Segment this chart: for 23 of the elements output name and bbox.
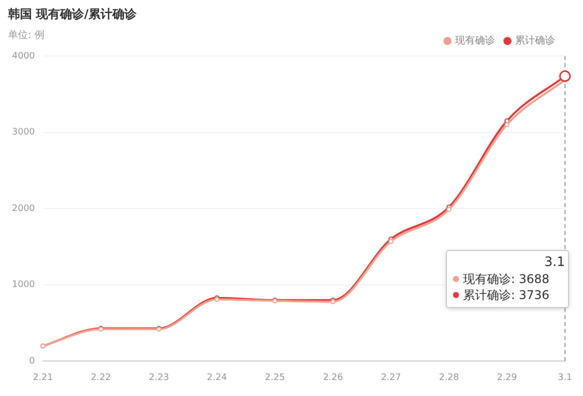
legend-label: 累计确诊: [515, 34, 555, 47]
y-tick-label: 1000: [12, 280, 36, 290]
x-tick-label: 2.21: [32, 372, 53, 383]
annotation: 现有确诊: 3688: [463, 271, 550, 287]
x-tick-label: 2.25: [264, 372, 285, 383]
y-tick-label: 2000: [12, 204, 36, 214]
ref-line-label: 3.1: [543, 255, 565, 271]
point: [504, 122, 510, 128]
x-tick-label: 2.26: [322, 372, 344, 383]
x-tick-label: 2.23: [148, 372, 169, 383]
legend-label: 现有确诊: [455, 34, 495, 47]
x-tick-label: 2.22: [90, 372, 111, 383]
x-tick-label: 2.27: [380, 372, 401, 383]
chart-title: 韩国 现有确诊/累计确诊: [8, 6, 137, 23]
x-tick-label: 2.29: [496, 372, 518, 383]
y-tick-label: 0: [29, 356, 36, 367]
y-tick-label: 4000: [12, 51, 36, 62]
x-tick-label: 2.28: [438, 372, 460, 383]
x-tick-label: 2.24: [206, 372, 228, 383]
y-axis-title: 单位: 例: [8, 28, 45, 42]
x-tick-label: 3.1: [558, 372, 572, 383]
y-tick-label: 3000: [12, 128, 36, 138]
annotation: 累计确诊: 3736: [463, 287, 550, 303]
